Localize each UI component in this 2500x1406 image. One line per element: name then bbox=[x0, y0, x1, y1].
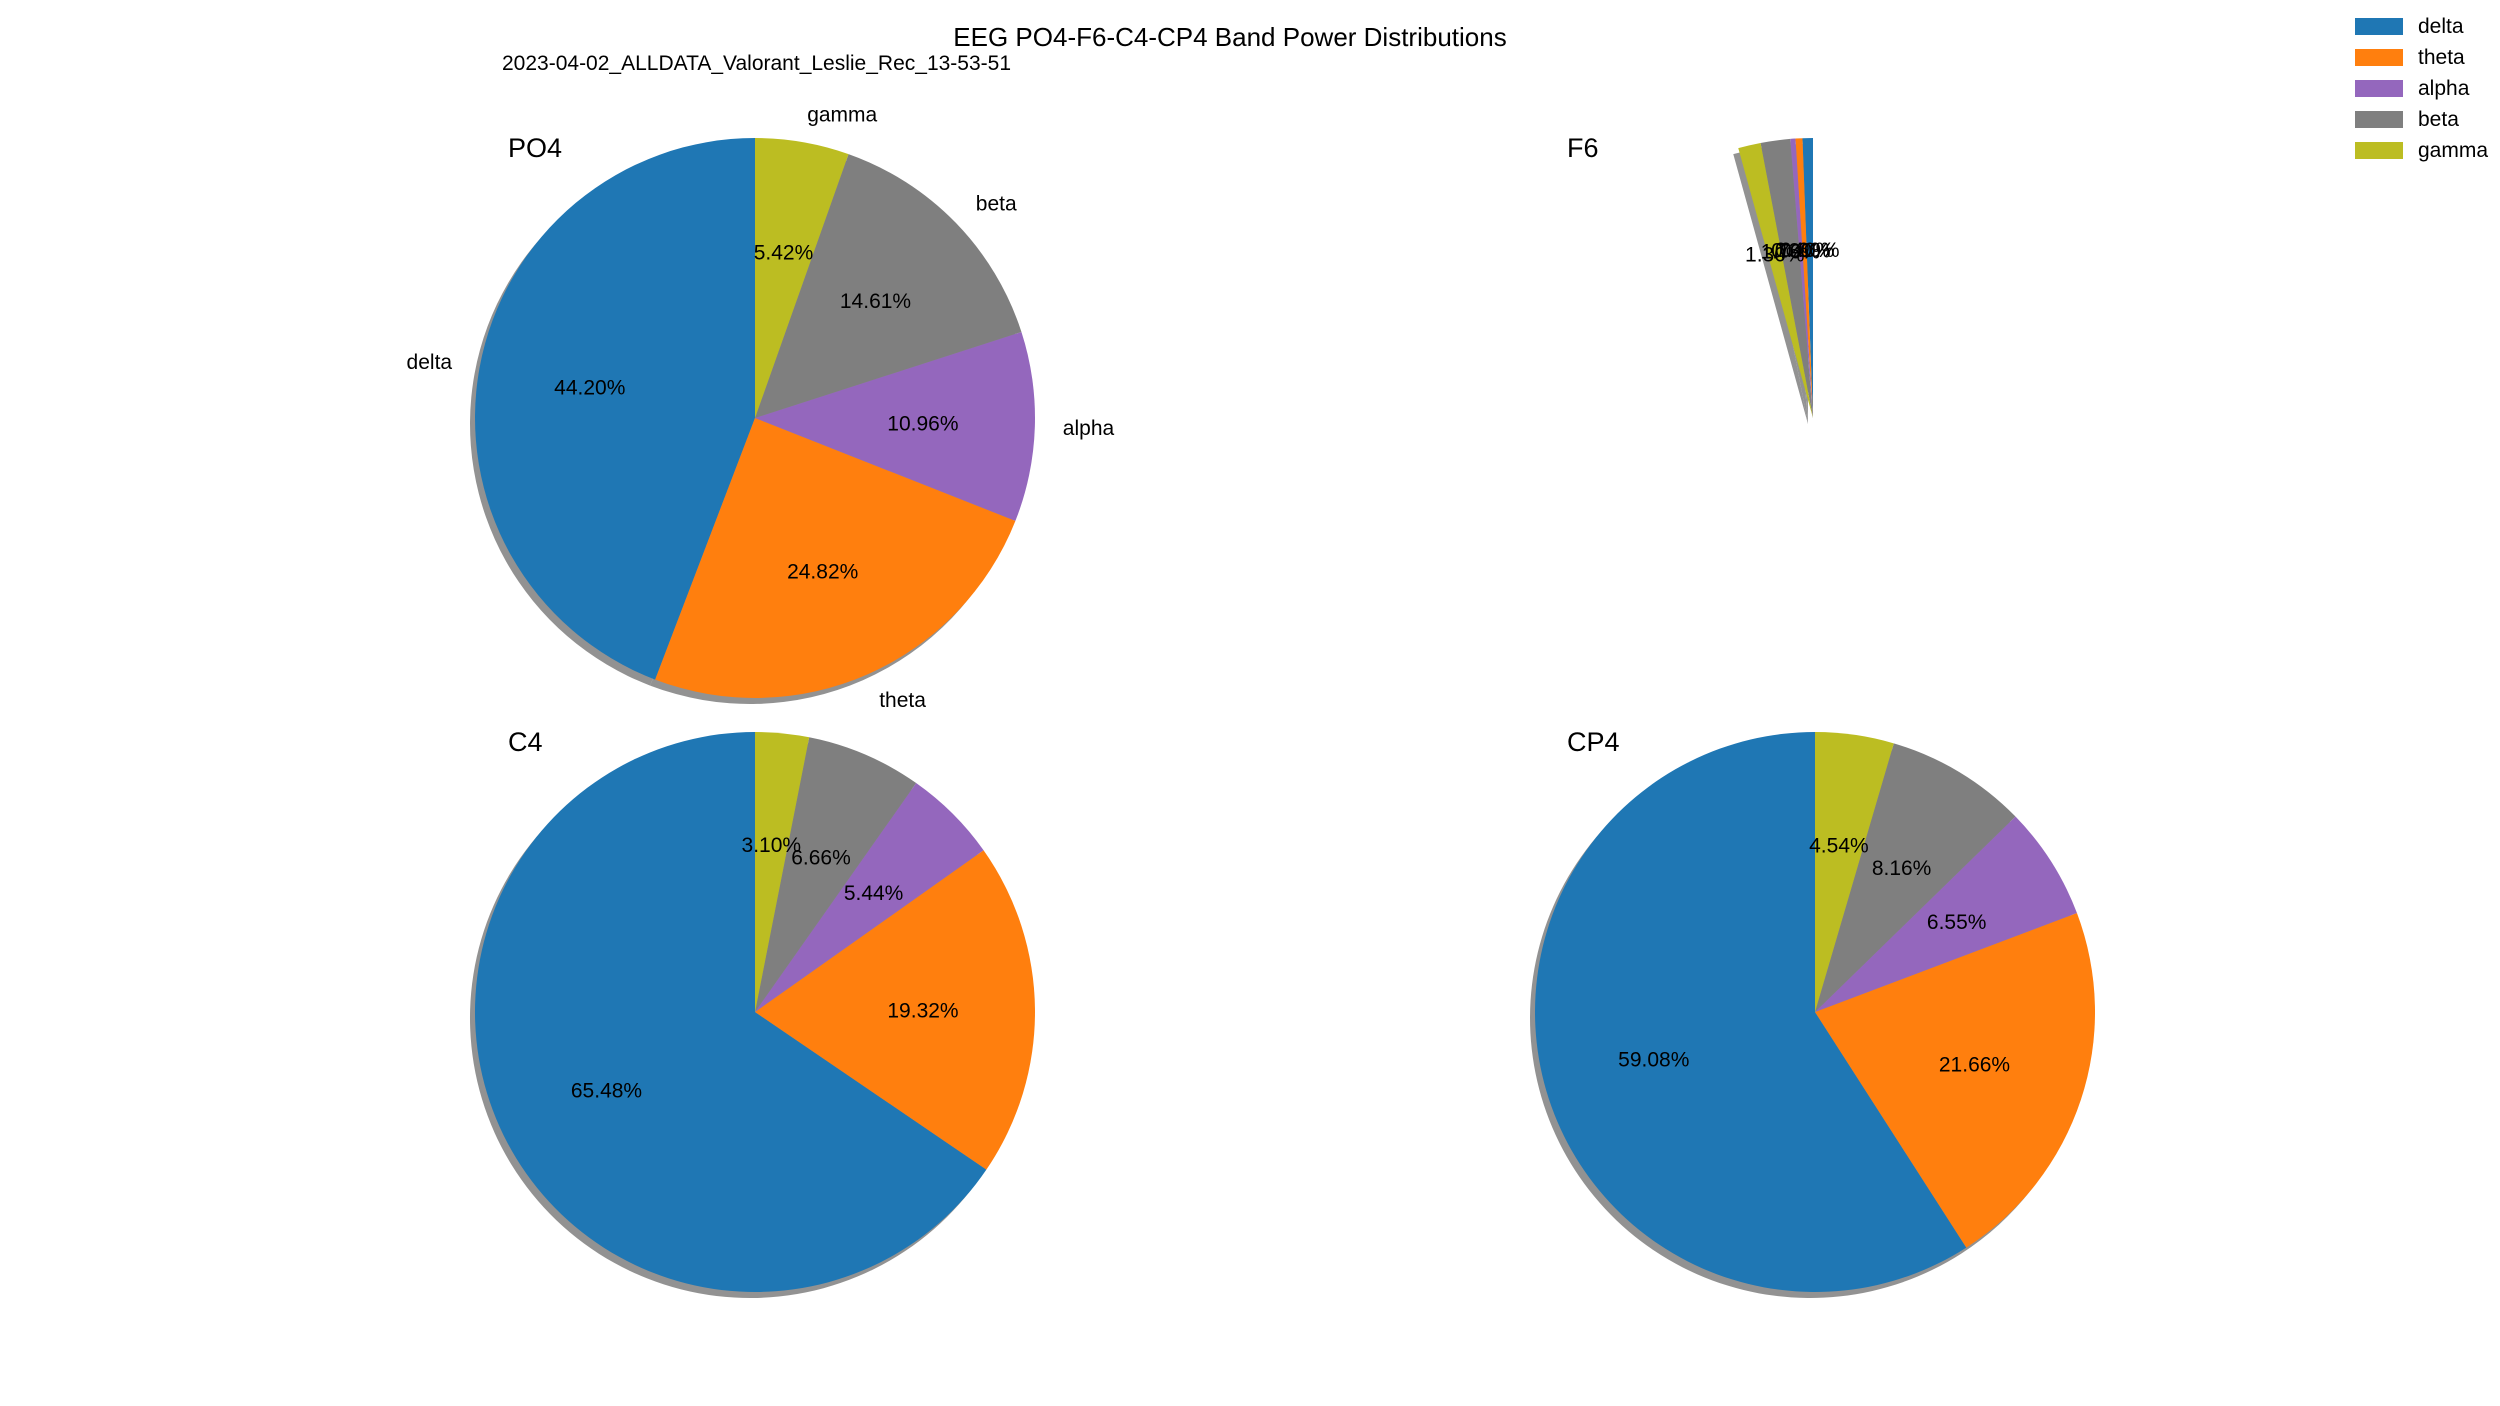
wedge-alpha bbox=[1815, 816, 2077, 1012]
wedge-delta bbox=[1802, 138, 1813, 418]
wedge-theta bbox=[1815, 913, 2096, 1248]
wedge-delta bbox=[474, 732, 987, 1292]
pct-label-beta: 1.70% bbox=[1761, 241, 1821, 264]
pie-charts: PO4 44.20% delta 24.82% theta 10.96% alpha 14.6… bbox=[407, 104, 2096, 1298]
wedge-theta bbox=[1795, 138, 1813, 418]
slice-label-gamma: gamma bbox=[807, 104, 877, 127]
pct-label-alpha: 5.44% bbox=[844, 882, 904, 905]
legend-label-gamma: gamma bbox=[2418, 139, 2488, 162]
pct-label-beta: 14.61% bbox=[840, 290, 911, 313]
wedge-beta bbox=[1815, 743, 2016, 1012]
legend: delta theta alpha beta gamma bbox=[2355, 15, 2488, 162]
legend-swatch-theta bbox=[2355, 49, 2403, 66]
pct-label-gamma: 5.42% bbox=[754, 241, 814, 264]
figure-title: EEG PO4-F6-C4-CP4 Band Power Distributio… bbox=[953, 22, 1506, 52]
pie-c4: C4 65.48% 19.32% 5.44% 6.66%3.10% bbox=[469, 727, 1035, 1298]
slice-label-beta: beta bbox=[976, 192, 1017, 215]
wedge-gamma bbox=[755, 731, 810, 1012]
pct-label-delta: 65.48% bbox=[571, 1080, 642, 1103]
pct-label-theta: 0.40% bbox=[1775, 239, 1835, 262]
pct-label-beta: 6.66% bbox=[791, 847, 851, 870]
pct-label-alpha: 6.55% bbox=[1927, 911, 1987, 934]
pct-label-theta: 21.66% bbox=[1939, 1054, 2010, 1077]
pct-label-gamma: 4.54% bbox=[1809, 835, 1869, 858]
legend-swatch-alpha bbox=[2355, 80, 2403, 97]
pie-title-cp4: CP4 bbox=[1567, 727, 1620, 757]
pie-title-po4: PO4 bbox=[508, 133, 562, 163]
pie-cp4: CP4 59.08% 21.66% 6.55% 8.16%4.54% bbox=[1530, 727, 2096, 1298]
wedge-theta bbox=[655, 418, 1016, 698]
pct-label-theta: 24.82% bbox=[787, 561, 858, 584]
pct-label-theta: 19.32% bbox=[887, 1000, 958, 1023]
wedge-alpha bbox=[1790, 138, 1813, 419]
wedge-beta bbox=[755, 737, 917, 1012]
legend-swatch-beta bbox=[2355, 111, 2403, 128]
wedge-alpha bbox=[755, 331, 1036, 521]
legend-label-delta: delta bbox=[2418, 15, 2464, 38]
wedge-gamma bbox=[755, 138, 849, 418]
slice-label-theta: theta bbox=[879, 689, 926, 712]
legend-label-alpha: alpha bbox=[2418, 77, 2470, 100]
wedge-gamma bbox=[1815, 732, 1894, 1012]
pie-title-c4: C4 bbox=[508, 727, 543, 757]
pct-label-beta: 8.16% bbox=[1872, 857, 1932, 880]
wedge-alpha bbox=[755, 783, 984, 1012]
pct-label-alpha: 0.30% bbox=[1771, 239, 1831, 262]
figure-subtitle: 2023-04-02_ALLDATA_Valorant_Leslie_Rec_1… bbox=[502, 52, 1011, 75]
slice-label-delta: delta bbox=[407, 351, 453, 374]
wedge-beta bbox=[1760, 138, 1813, 418]
wedge-shadow bbox=[1733, 148, 1808, 424]
pct-label-alpha: 10.96% bbox=[887, 412, 958, 435]
wedge-theta bbox=[755, 850, 1035, 1170]
wedge-gamma bbox=[1738, 142, 1813, 418]
legend-label-beta: beta bbox=[2418, 108, 2459, 131]
pct-label-delta: 44.20% bbox=[554, 377, 625, 400]
wedge-delta bbox=[475, 138, 755, 680]
legend-swatch-delta bbox=[2355, 18, 2403, 35]
pie-po4: PO4 44.20% delta 24.82% theta 10.96% alpha 14.6… bbox=[407, 104, 1115, 712]
legend-label-theta: theta bbox=[2418, 46, 2465, 69]
pct-label-delta: 59.08% bbox=[1618, 1048, 1689, 1071]
pct-label-gamma: 3.10% bbox=[742, 834, 802, 857]
pie-f6: F6 0.60%0.40%0.30%1.70%1.30% bbox=[1567, 133, 1840, 425]
slice-label-alpha: alpha bbox=[1063, 417, 1115, 440]
pct-label-gamma: 1.30% bbox=[1745, 243, 1805, 266]
wedge-beta bbox=[755, 154, 1022, 418]
pie-title-f6: F6 bbox=[1567, 133, 1599, 163]
pct-label-delta: 0.60% bbox=[1780, 239, 1840, 262]
legend-swatch-gamma bbox=[2355, 142, 2403, 159]
wedge-delta bbox=[1535, 732, 1967, 1292]
